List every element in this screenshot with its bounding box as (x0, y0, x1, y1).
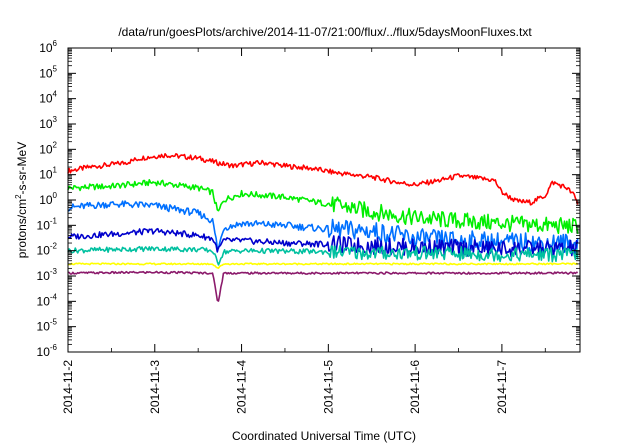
chart-title: /data/run/goesPlots/archive/2014-11-07/2… (118, 25, 532, 39)
y-tick-label: 100 (39, 191, 57, 207)
y-tick-label: 10-4 (37, 292, 58, 308)
y-tick-label: 10-6 (37, 343, 58, 359)
tick-layer: 10-6 10-5 10-4 10-3 10-2 10-1 100 101 102 103 104 1… (37, 39, 580, 414)
series-line (67, 200, 579, 254)
x-tick-label: 2014-11-3 (148, 360, 162, 414)
y-tick-label: 102 (39, 140, 57, 156)
series-line (67, 179, 579, 235)
y-tick-label: 106 (39, 39, 57, 55)
y-tick-label: 10-5 (37, 318, 58, 334)
series-line (67, 262, 579, 270)
x-tick-label: 2014-11-2 (61, 360, 75, 414)
plot-frame (67, 47, 581, 353)
x-tick-label: 2014-11-5 (321, 360, 335, 414)
series-line (67, 270, 578, 302)
y-tick-label: 10-3 (37, 267, 58, 283)
series-line (67, 227, 579, 258)
x-tick-label: 2014-11-7 (495, 360, 509, 414)
x-tick-label: 2014-11-6 (408, 360, 422, 414)
y-tick-label: 105 (39, 64, 57, 80)
y-tick-label: 101 (39, 166, 57, 182)
y-tick-label: 10-1 (37, 216, 58, 232)
series-line (67, 245, 579, 266)
y-axis-label: protons/cm2-s-sr-MeV (14, 142, 29, 258)
x-axis-label: Coordinated Universal Time (UTC) (232, 429, 416, 443)
y-tick-label: 10-2 (37, 242, 58, 258)
y-tick-label: 104 (39, 90, 57, 106)
series-layer (67, 153, 579, 302)
x-tick-label: 2014-11-4 (235, 360, 249, 414)
y-tick-label: 103 (39, 115, 57, 131)
series-line (67, 153, 579, 206)
